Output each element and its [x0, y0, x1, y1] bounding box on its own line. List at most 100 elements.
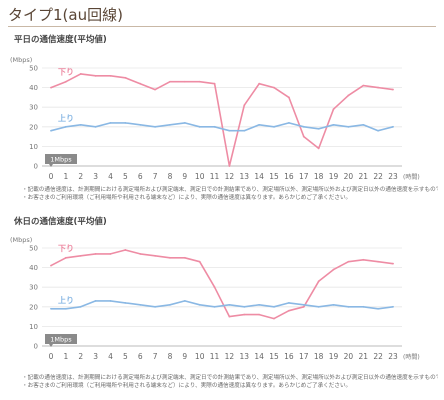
- upload-point: [332, 303, 335, 306]
- upload-point: [64, 125, 67, 128]
- download-point: [213, 82, 216, 85]
- upload-point: [213, 305, 216, 308]
- download-point: [302, 135, 305, 138]
- upload-point: [377, 307, 380, 310]
- upload-point: [169, 123, 171, 126]
- x-tick-label: 12: [225, 352, 235, 361]
- upload-point: [392, 125, 394, 128]
- x-tick-label: 14: [254, 352, 264, 361]
- upload-point: [377, 129, 380, 132]
- x-tick-label: 0: [49, 352, 54, 361]
- x-tick-label: 5: [123, 352, 128, 361]
- upload-point: [228, 303, 231, 306]
- x-tick-label: 22: [373, 172, 383, 181]
- download-point: [273, 86, 275, 89]
- download-point: [392, 88, 394, 91]
- upload-point: [302, 303, 305, 306]
- upload-point: [154, 305, 156, 308]
- x-tick-label: 21: [358, 172, 368, 181]
- x-tick-label: 16: [284, 352, 294, 361]
- x-tick-label: 20: [344, 172, 354, 181]
- download-point: [139, 82, 142, 85]
- x-tick-label: 19: [329, 172, 339, 181]
- upload-point: [258, 123, 261, 126]
- download-point: [183, 80, 186, 83]
- x-tick-label: 9: [182, 352, 187, 361]
- threshold-label: 1Mbps: [50, 336, 72, 344]
- upload-point: [94, 125, 97, 128]
- x-tick-label: 8: [168, 352, 173, 361]
- x-tick-label: 3: [93, 172, 98, 181]
- download-point: [79, 254, 82, 257]
- download-point: [169, 80, 171, 83]
- y-tick-label: 10: [29, 143, 38, 151]
- x-tick-label: 4: [108, 172, 113, 181]
- x-tick-label: 21: [358, 352, 368, 361]
- upload-point: [288, 301, 290, 304]
- download-point: [124, 76, 127, 79]
- download-point: [154, 254, 156, 257]
- x-tick-label: 7: [153, 352, 158, 361]
- upload-series-line: [50, 122, 394, 132]
- note-line: ・お客さまのご利用環境（ご利用場所や利用される端末など）により、実際の通信速度は…: [22, 383, 352, 389]
- threshold-badge-bg: [45, 334, 77, 344]
- upload-point: [79, 305, 82, 308]
- download-point: [109, 74, 112, 77]
- upload-point: [273, 305, 275, 308]
- download-point: [347, 94, 350, 97]
- x-tick-label: 18: [314, 172, 324, 181]
- download-point: [288, 309, 290, 312]
- upload-point: [243, 305, 246, 308]
- x-tick-label: 19: [329, 352, 339, 361]
- x-tick-label: 22: [373, 352, 383, 361]
- y-axis-label: (Mbps): [10, 56, 32, 64]
- x-tick-label: 17: [299, 352, 309, 361]
- x-tick-label: 16: [284, 172, 294, 181]
- download-point: [198, 260, 201, 263]
- download-point: [243, 313, 246, 316]
- x-tick-label: 23: [388, 172, 398, 181]
- y-tick-label: 50: [29, 65, 38, 73]
- x-tick-label: 15: [269, 352, 279, 361]
- upload-point: [139, 303, 142, 306]
- legend-upload-label: 上り: [58, 295, 74, 305]
- x-tick-label: 10: [195, 172, 205, 181]
- y-tick-label: 20: [29, 303, 38, 311]
- note-line: ・記載の通信速度は、計測期間における測定場所および測定端末、測定日での計測結果で…: [22, 375, 438, 381]
- upload-point: [198, 303, 201, 306]
- upload-point: [50, 129, 52, 132]
- upload-point: [302, 125, 305, 128]
- x-tick-label: 2: [78, 172, 83, 181]
- upload-point: [362, 123, 365, 126]
- upload-point: [317, 127, 320, 130]
- y-tick-label: 10: [29, 323, 38, 331]
- upload-point: [317, 305, 320, 308]
- download-point: [228, 165, 231, 167]
- download-point: [243, 104, 246, 107]
- page-title: タイプ1(au回線): [8, 6, 123, 24]
- upload-point: [198, 125, 201, 128]
- upload-point: [213, 125, 216, 128]
- upload-point: [169, 303, 171, 306]
- x-tick-label: 13: [240, 352, 250, 361]
- y-tick-label: 0: [34, 343, 38, 351]
- note-line: ・お客さまのご利用環境（ご利用場所や利用される端末など）により、実際の通信速度は…: [22, 195, 352, 201]
- download-point: [213, 286, 216, 289]
- x-tick-label: 1: [63, 352, 68, 361]
- download-point: [317, 280, 320, 283]
- download-series-line: [50, 249, 394, 320]
- x-tick-label: 1: [63, 172, 68, 181]
- x-tick-label: 6: [138, 352, 143, 361]
- download-point: [377, 260, 380, 263]
- download-point: [169, 256, 171, 259]
- upload-point: [362, 305, 365, 308]
- upload-point: [183, 300, 186, 302]
- download-point: [377, 86, 380, 89]
- threshold-badge-pointer: [49, 164, 53, 167]
- download-point: [347, 260, 350, 263]
- upload-point: [50, 307, 52, 310]
- y-tick-label: 20: [29, 123, 38, 131]
- download-point: [50, 264, 52, 267]
- x-tick-label: 6: [138, 172, 143, 181]
